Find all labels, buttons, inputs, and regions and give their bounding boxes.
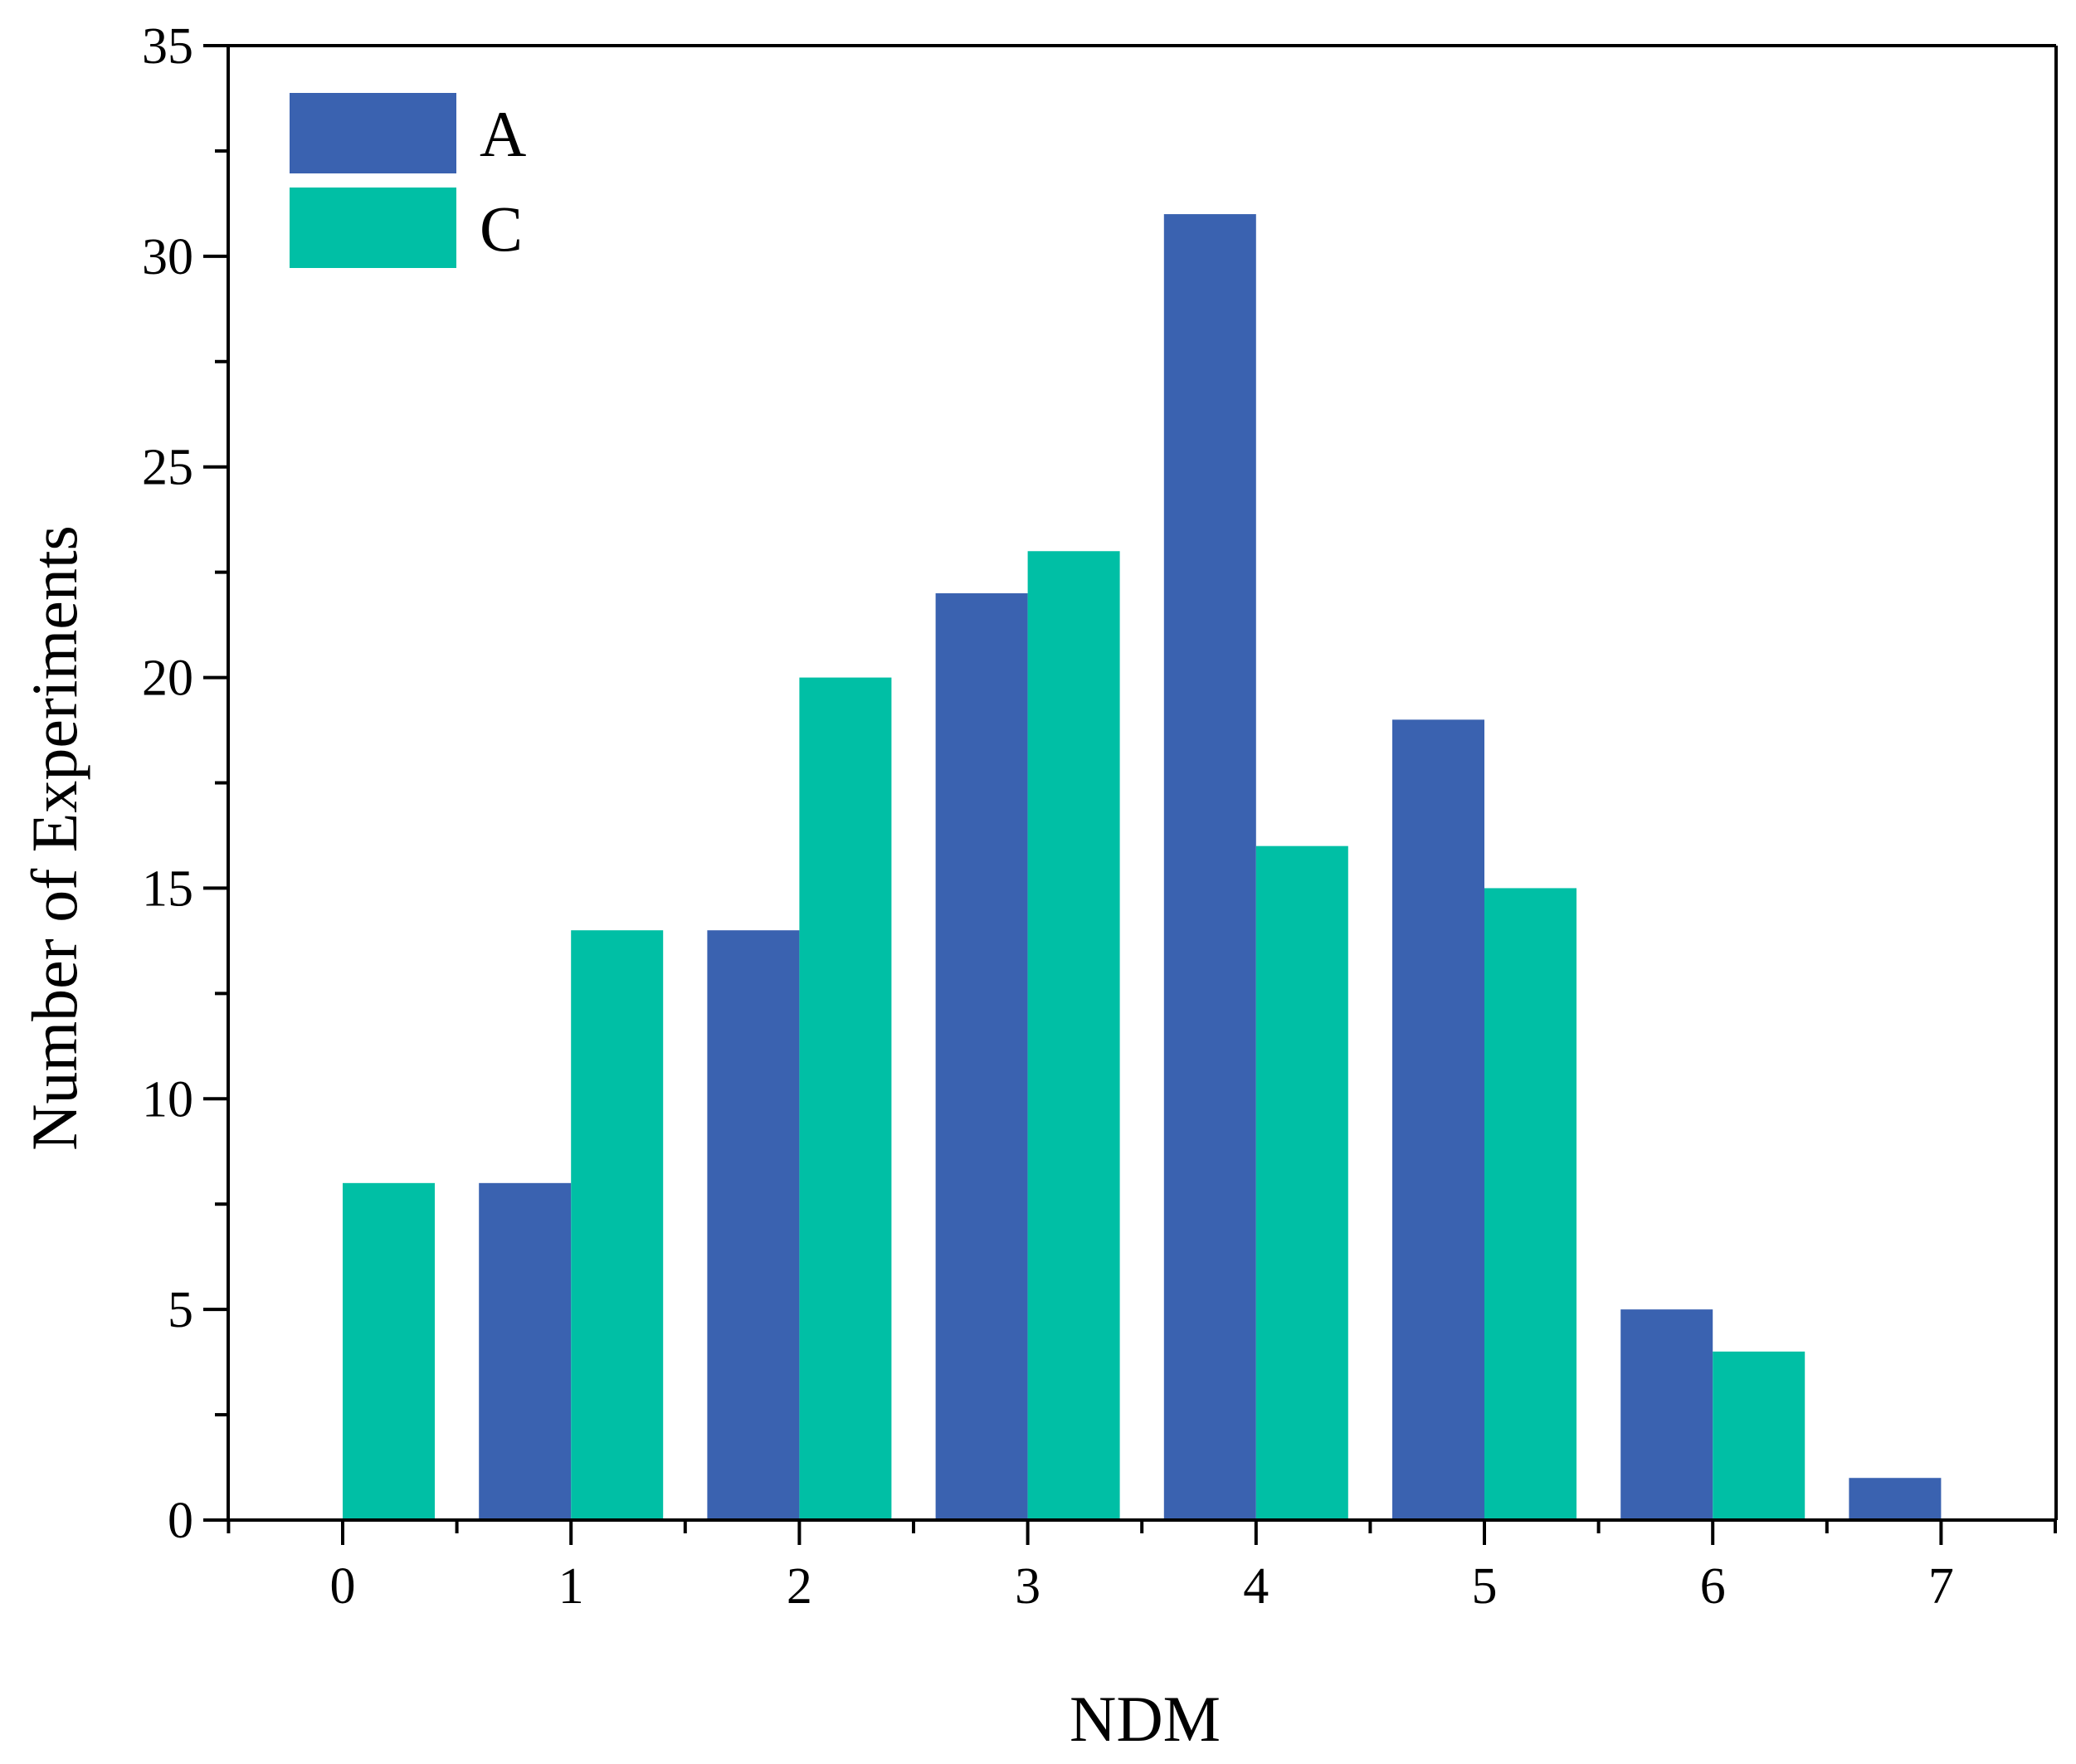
- y-tick-label-0: 0: [168, 1493, 193, 1549]
- bar-a-2: [707, 930, 800, 1520]
- x-tick-label-0: 0: [330, 1558, 356, 1615]
- bar-c-5: [1484, 888, 1576, 1520]
- bar-a-1: [479, 1182, 572, 1520]
- legend-swatch-c: [290, 188, 456, 268]
- x-tick-label-6: 6: [1700, 1558, 1726, 1615]
- bar-a-3: [935, 593, 1028, 1520]
- y-tick-label-5: 5: [168, 1282, 193, 1338]
- bar-c-4: [1255, 845, 1348, 1520]
- bar-c-0: [343, 1182, 435, 1520]
- x-tick-label-5: 5: [1472, 1558, 1498, 1615]
- x-tick-label-3: 3: [1015, 1558, 1040, 1615]
- x-tick-label-2: 2: [787, 1558, 812, 1615]
- bar-a-5: [1392, 719, 1484, 1520]
- tick-labels-group: 0 5 10 15 20 25 30 35 0 1 2 3 4 5 6 7: [142, 18, 1954, 1615]
- bars-group: [343, 214, 1942, 1521]
- y-tick-label-25: 25: [142, 440, 193, 496]
- y-axis-title: Number of Experiments: [18, 525, 90, 1151]
- y-tick-label-30: 30: [142, 229, 193, 285]
- x-tick-label-1: 1: [558, 1558, 584, 1615]
- x-tick-label-4: 4: [1243, 1558, 1269, 1615]
- bar-c-6: [1713, 1351, 1806, 1520]
- y-tick-label-20: 20: [142, 651, 193, 707]
- bar-a-4: [1163, 214, 1256, 1521]
- bar-a-7: [1849, 1478, 1942, 1520]
- legend-label-a: A: [480, 98, 526, 170]
- y-tick-label-35: 35: [142, 18, 193, 75]
- bar-c-3: [1027, 551, 1120, 1521]
- legend: AC: [290, 93, 526, 268]
- bar-a-6: [1620, 1309, 1713, 1520]
- legend-swatch-a: [290, 93, 456, 173]
- x-axis-title: NDM: [1070, 1683, 1221, 1755]
- x-tick-label-7: 7: [1928, 1558, 1954, 1615]
- bar-c-2: [799, 677, 892, 1520]
- ticks-group: [203, 44, 2057, 1545]
- bar-c-1: [571, 930, 664, 1520]
- y-tick-label-15: 15: [142, 860, 193, 917]
- y-tick-label-10: 10: [142, 1071, 193, 1128]
- legend-label-c: C: [480, 192, 523, 265]
